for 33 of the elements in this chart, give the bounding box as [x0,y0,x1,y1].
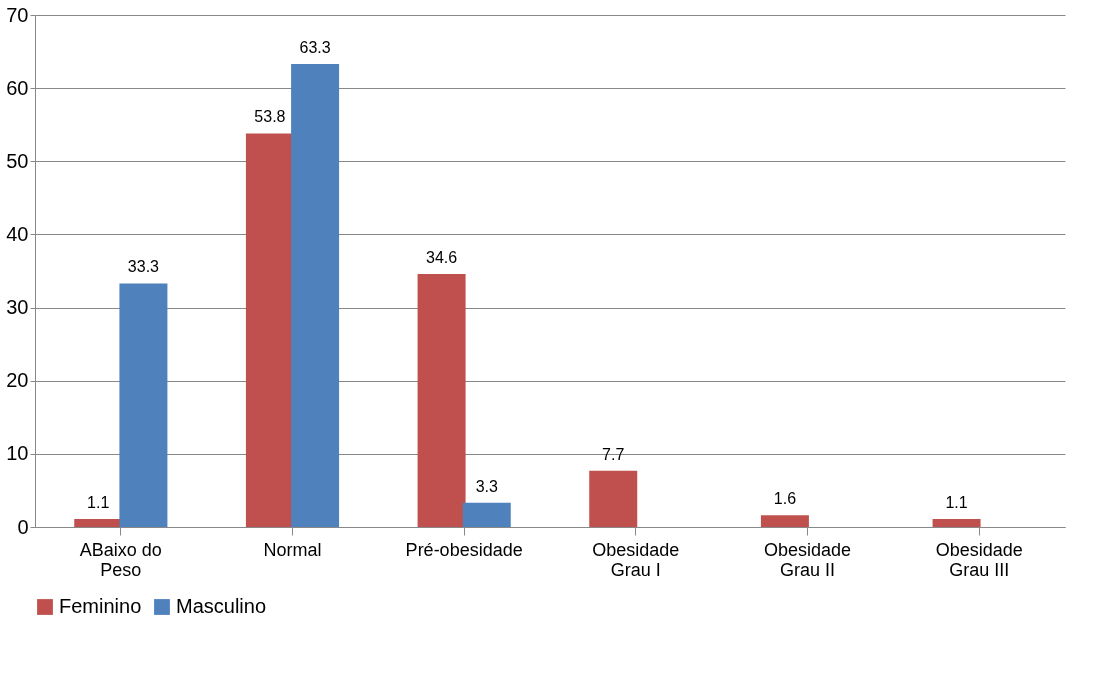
bar [417,273,466,527]
data-label: 53.8 [254,108,286,126]
data-label: 33.3 [127,258,160,276]
y-tick-label: 40 [6,222,29,245]
legend-label: Masculino [176,595,267,617]
data-label: 7.7 [602,445,625,463]
y-tick-label: 10 [6,442,29,465]
x-tick-label: Normal [263,539,322,560]
data-label: 1.6 [773,490,797,508]
data-label: 1.1 [87,493,110,511]
data-label: 63.3 [299,39,331,57]
x-tick-label: Obesidade Grau III [935,539,1023,580]
y-tick-label: 0 [17,515,29,538]
legend-label: Feminino [59,595,142,617]
y-tick-label: 30 [6,296,29,319]
x-tick-label: ABaixo do Peso [79,539,162,580]
bar [119,283,168,527]
data-label: 1.1 [945,493,968,511]
y-tick-label: 20 [6,369,29,392]
bar [589,470,638,527]
bar [462,502,511,527]
x-tick-label: Obesidade Grau II [763,539,852,580]
y-tick-label: 70 [6,3,29,26]
y-tick-label: 50 [6,149,29,172]
x-tick-label: Obesidade Grau I [592,539,680,580]
bar [291,64,340,527]
bar [932,518,981,527]
bar [760,515,809,527]
data-label: 3.3 [475,477,498,495]
x-tick-label: Pré-obesidade [405,539,523,560]
data-label: 34.6 [426,248,458,266]
bar [245,133,294,527]
y-tick-label: 60 [6,76,29,99]
